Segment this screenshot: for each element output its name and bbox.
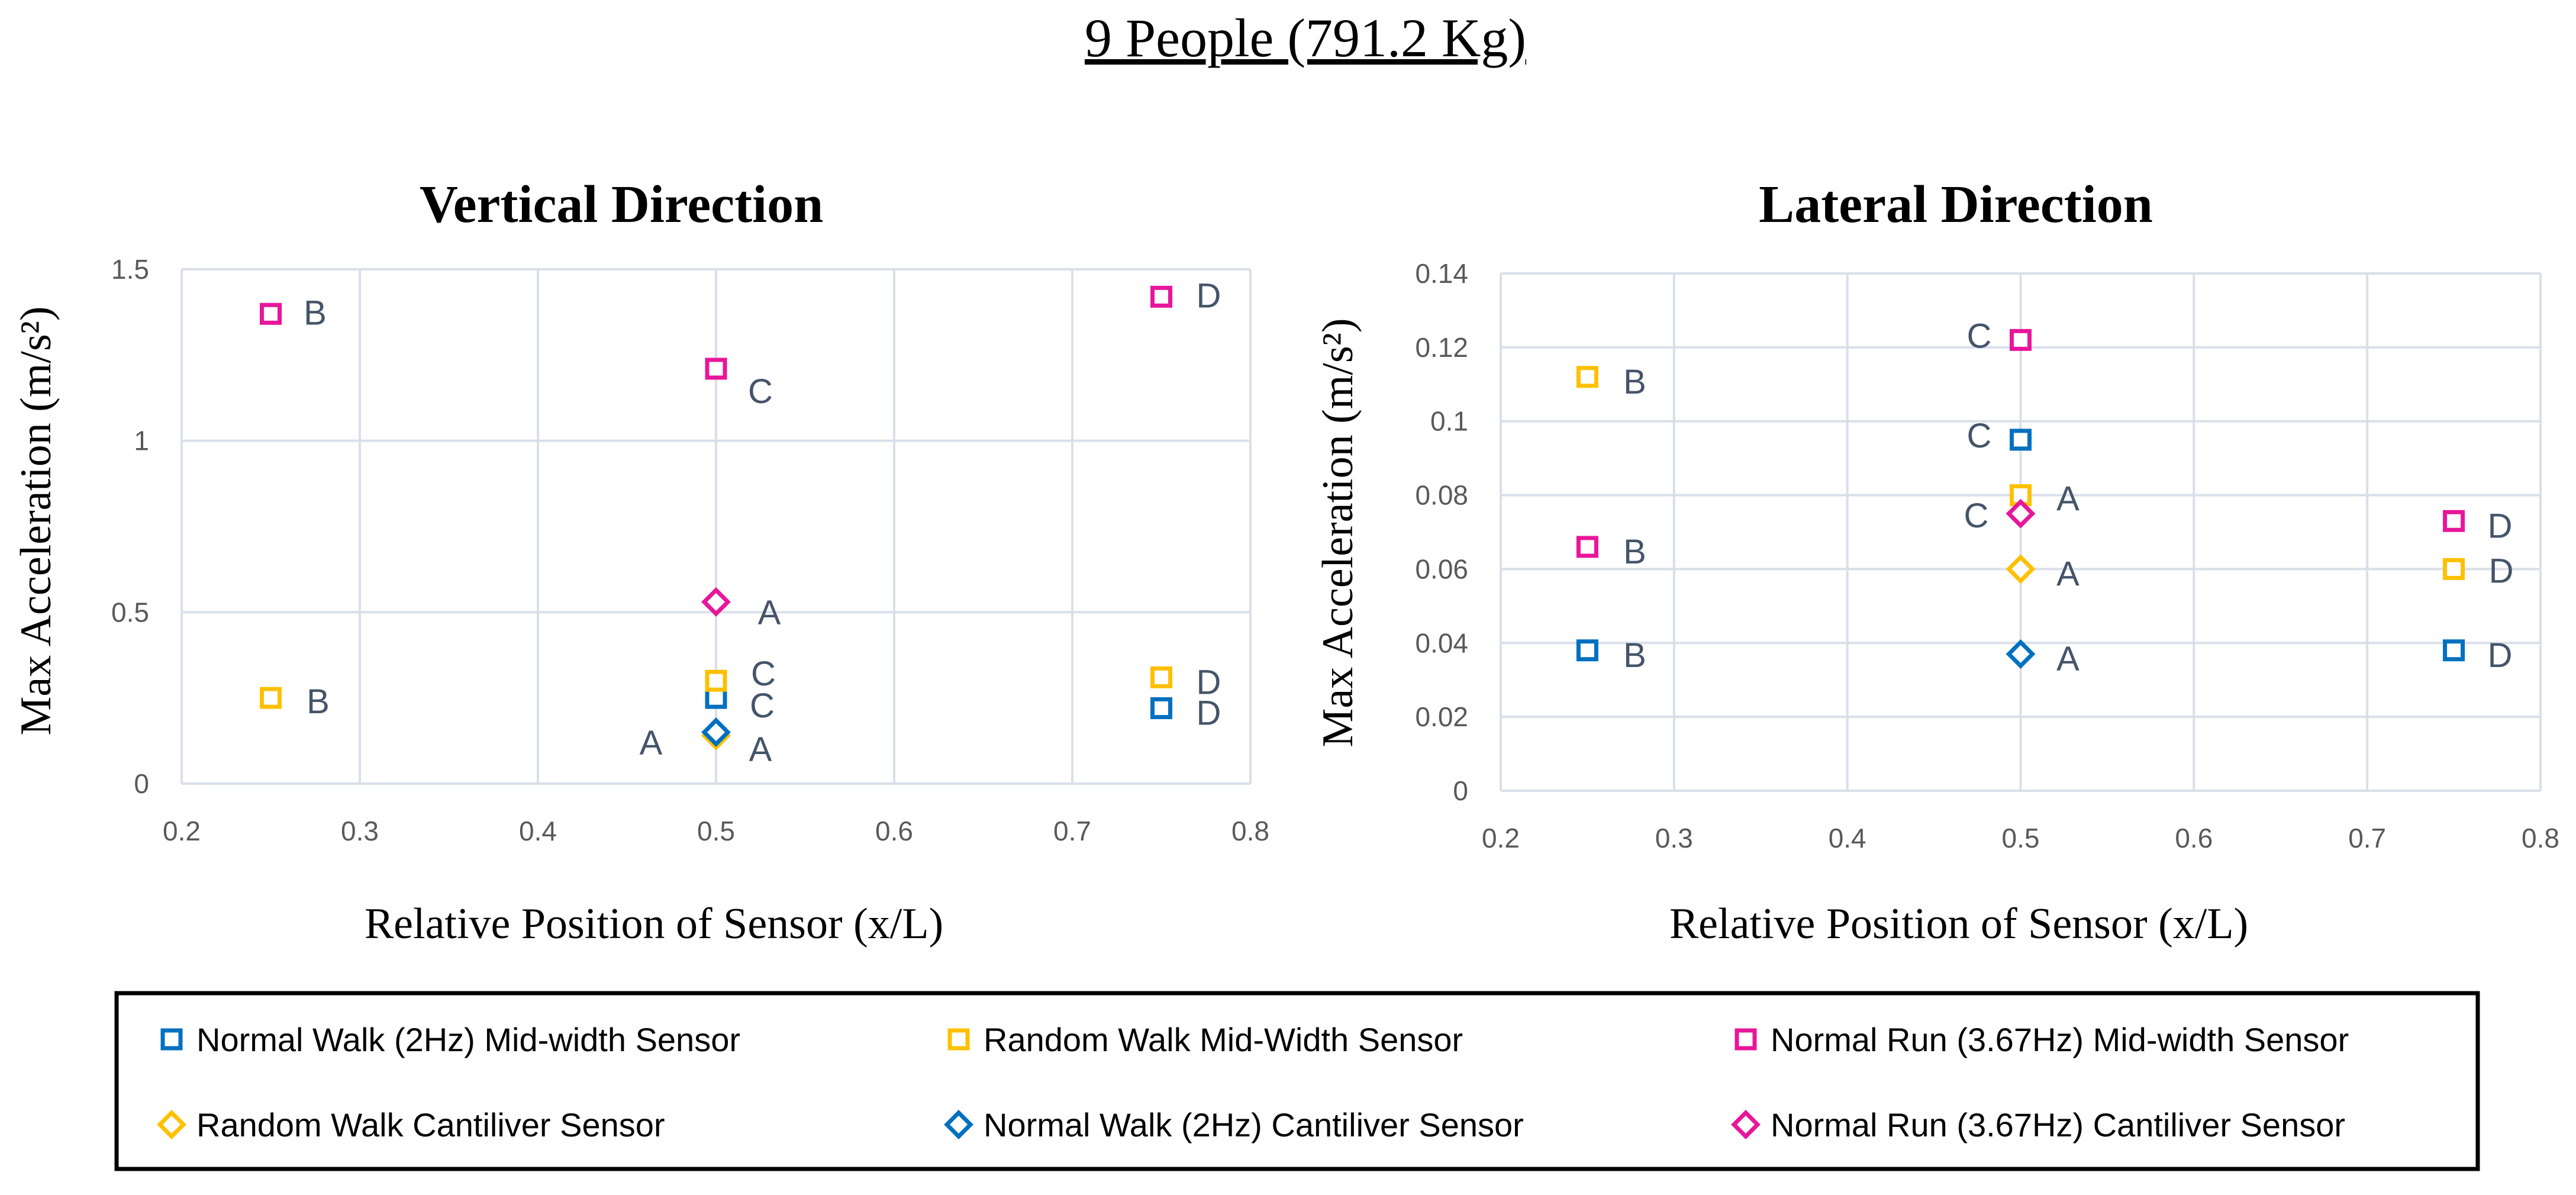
lateral-direction-chart: Lateral Direction 0 0.02 0.04 0.06 0.08 0.1 0.1… (1314, 175, 2559, 948)
y-axis-label: Max Acceleration (m/s²) (12, 307, 60, 736)
point-label: A (758, 594, 781, 632)
data-point-nw_mid (2443, 639, 2465, 662)
x-tick-label: 0.8 (1231, 816, 1269, 846)
data-point-nr_cant (701, 587, 731, 617)
point-label: C (1964, 497, 1989, 535)
y-tick-label: 0.06 (1415, 553, 1468, 584)
y-tick-label: 0 (1453, 775, 1468, 806)
point-label: C (748, 372, 773, 411)
data-point-nw_cant (701, 717, 731, 748)
data-point-rw_mid (705, 669, 727, 692)
x-tick-label: 0.4 (519, 816, 557, 846)
point-label: B (1623, 636, 1646, 675)
data-point-rw_mid (1150, 666, 1172, 688)
legend-marker-nr_cant (1731, 1110, 1761, 1139)
point-label: D (1197, 694, 1221, 733)
data-point-nw_mid (1576, 639, 1598, 662)
legend-marker-nw_cant (944, 1110, 973, 1139)
data-point-rw_cant (2006, 554, 2036, 584)
data-point-rw_mid (2443, 558, 2465, 580)
point-label: C (1967, 417, 1992, 455)
x-tick-label: 0.2 (163, 816, 201, 846)
data-point-nr_mid (2010, 328, 2032, 351)
chart-title: Vertical Direction (420, 175, 823, 234)
x-tick-label: 0.6 (2175, 823, 2213, 853)
vertical-direction-chart: Vertical Direction 0 0.5 1 1.5 0.2 0.3 0.4 0.5 0.… (12, 175, 1269, 948)
point-label: D (2489, 552, 2514, 590)
chart-title: Lateral Direction (1759, 175, 2153, 234)
x-tick-label: 0.7 (1053, 816, 1091, 846)
point-label: D (2488, 636, 2513, 675)
y-tick-label: 0 (134, 768, 149, 799)
y-tick-label: 0.02 (1415, 701, 1468, 732)
x-tick-label: 0.4 (1829, 823, 1866, 853)
data-point-nr_mid (705, 357, 727, 380)
data-point-nr_cant (2006, 498, 2036, 529)
data-point-nw_mid (2010, 429, 2032, 451)
point-label: D (1197, 663, 1221, 701)
legend-label: Random Walk Mid-Width Sensor (984, 1021, 1463, 1058)
x-tick-label: 0.7 (2348, 823, 2386, 853)
y-tick-label: 0.14 (1415, 258, 1468, 289)
x-tick-label: 0.8 (2522, 823, 2559, 853)
x-axis-label: Relative Position of Sensor (x/L) (365, 900, 943, 948)
x-tick-label: 0.5 (697, 816, 735, 846)
data-point-rw_mid (260, 687, 282, 709)
point-label: B (1623, 533, 1646, 571)
data-point-nr_mid (1150, 285, 1172, 308)
y-tick-label: 1 (134, 426, 149, 456)
y-axis-label: Max Acceleration (m/s²) (1314, 318, 1362, 748)
legend-box (114, 991, 2480, 1171)
legend-label: Normal Walk (2Hz) Mid-width Sensor (196, 1021, 740, 1058)
point-label: B (307, 682, 330, 721)
point-label: D (1197, 276, 1221, 315)
y-tick-label: 0.1 (1430, 406, 1468, 437)
x-tick-label: 0.3 (341, 816, 379, 846)
x-tick-label: 0.5 (2002, 823, 2040, 853)
data-point-nw_mid (1150, 697, 1172, 720)
x-tick-label: 0.2 (1482, 823, 1520, 853)
legend: Normal Walk (2Hz) Mid-width Sensor Random… (114, 991, 2480, 1171)
y-tick-label: 0.04 (1415, 627, 1468, 658)
point-label: A (2056, 640, 2080, 678)
point-label: D (2488, 507, 2513, 545)
y-tick-label: 0.12 (1415, 332, 1468, 363)
point-label: C (1967, 317, 1992, 355)
x-tick-label: 0.3 (1655, 823, 1693, 853)
point-label: A (749, 730, 772, 769)
data-point-nr_mid (260, 302, 282, 325)
y-tick-label: 1.5 (111, 254, 149, 285)
point-label: B (1623, 363, 1646, 401)
legend-label: Normal Run (3.67Hz) Mid-width Sensor (1771, 1021, 2349, 1058)
data-point-nw_cant (2006, 639, 2036, 669)
legend-label: Random Walk Cantiliver Sensor (196, 1106, 665, 1144)
legend-label: Normal Run (3.67Hz) Cantiliver Sensor (1771, 1106, 2345, 1144)
point-label: A (640, 724, 663, 762)
y-tick-label: 0.5 (111, 597, 149, 627)
legend-marker-rw_mid (947, 1028, 970, 1051)
data-point-nr_mid (1576, 536, 1598, 558)
legend-label: Normal Walk (2Hz) Cantiliver Sensor (984, 1106, 1524, 1144)
point-label: C (751, 655, 776, 693)
legend-marker-nr_mid (1734, 1028, 1757, 1051)
x-axis-label: Relative Position of Sensor (x/L) (1669, 900, 2248, 948)
data-point-rw_mid (1576, 366, 1598, 388)
point-label: B (304, 294, 327, 332)
point-label: A (2056, 555, 2080, 593)
point-label: A (2056, 480, 2080, 518)
legend-marker-nw_mid (160, 1028, 183, 1051)
point-label: C (750, 687, 775, 725)
y-tick-label: 0.08 (1415, 480, 1468, 511)
figure-title: 9 People (791.2 Kg) (1085, 8, 1526, 68)
legend-marker-rw_cant (157, 1110, 186, 1139)
x-tick-label: 0.6 (875, 816, 913, 846)
data-point-nr_mid (2443, 510, 2465, 532)
